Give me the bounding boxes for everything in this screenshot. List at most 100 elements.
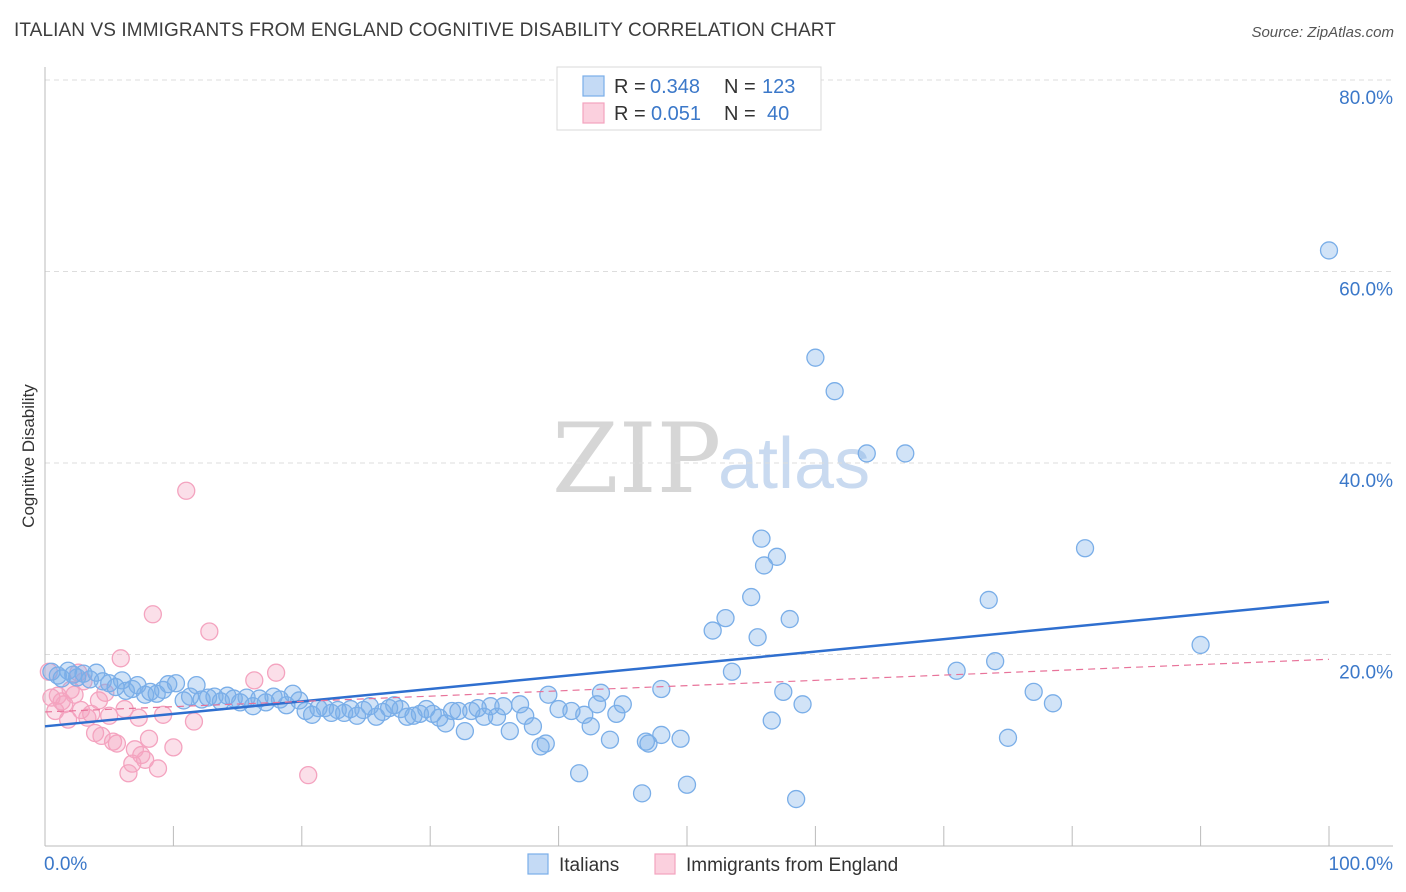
legend-r-value-england: 0.051	[651, 103, 701, 125]
italians-point	[487, 707, 507, 726]
legend-n-value-italians: 123	[762, 76, 795, 98]
italians-point	[481, 697, 500, 716]
italians-point	[652, 679, 671, 699]
italians-point	[1043, 694, 1063, 713]
italians-point	[947, 661, 966, 680]
legend-n-value-england: 40	[767, 103, 789, 125]
italians-point	[793, 695, 812, 714]
legend-swatch-england	[582, 102, 605, 124]
italians-point	[575, 705, 594, 724]
legend-r-value-italians: 0.348	[650, 76, 700, 98]
italians-point	[754, 556, 774, 575]
italians-point	[780, 609, 799, 629]
italians-point	[703, 621, 722, 640]
italians-point	[449, 701, 468, 721]
legend-n-label-england: N =	[724, 103, 756, 125]
watermark: ZIP atlas	[552, 403, 870, 515]
italians-point	[677, 775, 697, 794]
italians-point	[569, 764, 589, 783]
italians-point	[591, 683, 611, 702]
x-tick-label-max: 100.0%	[1329, 854, 1394, 875]
italians-point	[786, 789, 806, 809]
italians-point	[774, 682, 793, 701]
england-point	[200, 622, 219, 641]
italians-point	[716, 608, 735, 628]
italians-point	[896, 444, 915, 463]
legend-swatch-italians	[582, 75, 605, 97]
italians-point	[979, 590, 998, 610]
england-point	[96, 683, 115, 702]
england-point	[245, 671, 264, 690]
italians-point	[510, 695, 530, 714]
italians-point	[857, 444, 876, 463]
italians-trend-line	[44, 600, 1330, 728]
x-axis-ticks	[172, 826, 1330, 846]
italians-point	[494, 697, 513, 716]
england-point	[177, 481, 196, 500]
italians-point	[159, 675, 178, 694]
bottom-legend: Italians Immigrants from England	[527, 853, 898, 876]
y-axis-label: Cognitive Disability	[19, 384, 38, 528]
italians-point	[536, 734, 555, 753]
chart-title: ITALIAN VS IMMIGRANTS FROM ENGLAND COGNI…	[14, 20, 836, 41]
gridlines	[45, 79, 1393, 655]
england-point	[111, 649, 130, 668]
y-tick-labels: 20.0% 40.0% 60.0% 80.0%	[1339, 88, 1393, 684]
italians-point	[986, 652, 1005, 671]
y-tick-label-60: 60.0%	[1339, 280, 1393, 301]
series-italians-points	[42, 241, 1339, 809]
italians-point	[187, 675, 206, 695]
italians-point	[762, 711, 781, 730]
italians-point	[1319, 241, 1339, 260]
legend-n-label-italians: N =	[724, 76, 756, 98]
italians-point	[752, 529, 771, 548]
bottom-legend-swatch-italians	[527, 853, 549, 875]
england-point	[136, 750, 155, 769]
england-point	[143, 605, 163, 624]
italians-point	[500, 721, 519, 741]
italians-point	[166, 674, 186, 693]
england-point	[164, 738, 183, 757]
italians-point	[600, 730, 620, 749]
y-tick-label-40: 40.0%	[1339, 471, 1393, 492]
legend-r-label-england: R =	[614, 103, 646, 125]
italians-point	[671, 729, 690, 748]
italians-point	[523, 717, 543, 736]
england-point	[148, 759, 168, 778]
series-england-points	[39, 481, 318, 785]
italians-point	[742, 587, 761, 607]
england-trend-line	[44, 658, 1330, 713]
y-tick-label-80: 80.0%	[1339, 88, 1393, 109]
correlation-legend: R = 0.348 N = 123 R = 0.051 N = 40	[556, 66, 822, 131]
bottom-legend-label-england: Immigrants from England	[686, 855, 898, 876]
italians-point	[767, 547, 787, 566]
italians-point	[825, 382, 844, 401]
italians-point	[1024, 682, 1043, 701]
bottom-legend-label-italians: Italians	[559, 855, 619, 876]
italians-point	[180, 687, 200, 706]
england-point	[299, 765, 318, 785]
italians-point	[613, 695, 632, 714]
england-point	[266, 663, 286, 682]
legend-r-label-italians: R =	[614, 76, 646, 98]
italians-point	[652, 725, 671, 745]
italians-point	[587, 695, 607, 714]
italians-point	[607, 704, 626, 724]
italians-point	[998, 728, 1018, 747]
chart-source: Source: ZipAtlas.com	[1251, 24, 1394, 41]
italians-point	[748, 628, 767, 647]
england-point	[107, 734, 127, 753]
england-point	[184, 712, 204, 731]
italians-point	[442, 701, 462, 721]
italians-point	[639, 734, 658, 753]
italians-point	[636, 732, 656, 751]
italians-point	[474, 707, 494, 726]
italians-point	[581, 717, 600, 736]
bottom-legend-swatch-england	[654, 853, 676, 875]
y-tick-label-20: 20.0%	[1339, 663, 1393, 684]
england-point	[92, 726, 111, 746]
italians-point	[632, 784, 652, 803]
italians-point	[1191, 635, 1210, 655]
italians-point	[539, 685, 558, 704]
